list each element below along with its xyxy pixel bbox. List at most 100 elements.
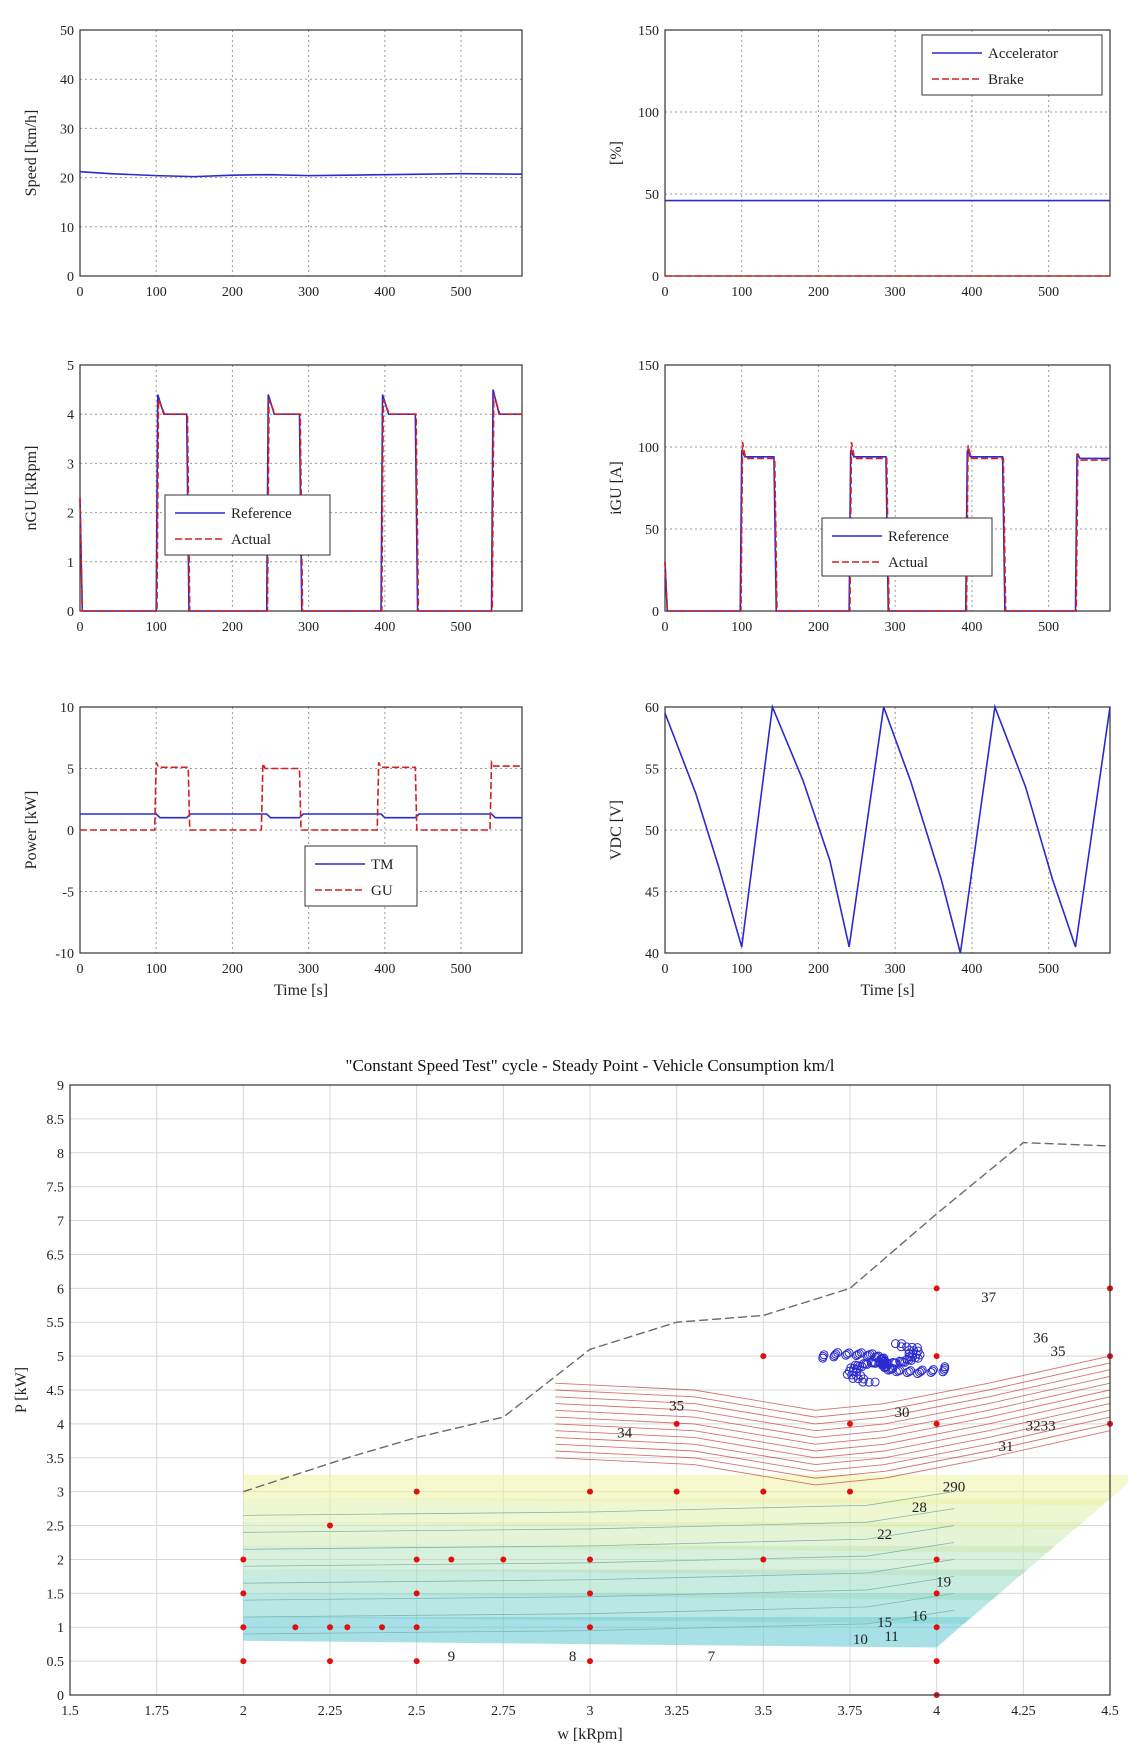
- contour-line: [555, 1396, 1111, 1452]
- y-tick-label: 0: [67, 605, 74, 620]
- panel-pedal: 0 100 200 300 400 500 0 50 100 150 [%] Accelerator B…: [608, 24, 1111, 300]
- legend-box: [304, 845, 418, 907]
- contour-label: 3233: [1026, 1419, 1056, 1435]
- operating-point: [904, 1367, 914, 1377]
- contour-label: 36: [1033, 1331, 1049, 1347]
- contour-line: [555, 1355, 1111, 1411]
- legend-entry: Actual: [888, 555, 928, 571]
- contour-line: [555, 1376, 1111, 1432]
- operating-point: [831, 1349, 841, 1359]
- contour-label: 28: [912, 1500, 927, 1516]
- axes-frame: [79, 29, 523, 277]
- y-tick-label: 40: [645, 947, 659, 962]
- x-axis-label: w [kRpm]: [557, 1726, 622, 1743]
- y-tick-label: 50: [645, 824, 659, 839]
- y-tick-label: 1.5: [47, 1587, 65, 1602]
- x-tick-label: 500: [451, 285, 472, 300]
- measurement-point: [933, 1420, 940, 1427]
- operating-point: [896, 1342, 906, 1352]
- contour-label: 15: [877, 1615, 892, 1631]
- contour-line: [555, 1403, 1111, 1459]
- x-tick-label: 3.5: [755, 1704, 773, 1719]
- contour-line: [243, 1525, 955, 1550]
- x-axis-label: Time [s]: [274, 982, 328, 999]
- measurement-point: [327, 1624, 333, 1631]
- measurement-point: [379, 1624, 385, 1631]
- operating-point: [891, 1367, 901, 1377]
- y-tick-label: 1: [57, 1621, 64, 1636]
- measurement-point: [327, 1522, 333, 1529]
- operating-point: [864, 1377, 874, 1387]
- y-tick-label: 55: [645, 763, 659, 778]
- contour-label: 34: [617, 1425, 633, 1441]
- operating-point: [927, 1366, 937, 1376]
- x-tick-label: 400: [374, 962, 395, 977]
- measurement-point: [344, 1624, 351, 1631]
- y-tick-label: 1: [67, 556, 74, 571]
- x-tick-label: 100: [731, 620, 752, 635]
- x-axis-label: Time [s]: [860, 982, 914, 999]
- y-tick-label: 5: [67, 359, 74, 374]
- contour-line: [243, 1542, 955, 1567]
- operating-point: [906, 1355, 916, 1365]
- y-axis-label: iGU [A]: [608, 461, 625, 515]
- contour-label: 37: [981, 1290, 997, 1306]
- y-tick-label: 150: [638, 24, 659, 39]
- x-tick-label: 0: [77, 620, 84, 635]
- y-tick-label: 0: [652, 270, 659, 285]
- contour-line: [555, 1430, 1111, 1486]
- operating-point: [928, 1365, 938, 1375]
- measurement-point: [847, 1420, 853, 1427]
- measurement-point: [292, 1624, 299, 1631]
- measurement-point: [413, 1590, 420, 1597]
- contour-line: [243, 1609, 955, 1635]
- y-tick-label: 8.5: [47, 1113, 65, 1128]
- measurement-point: [933, 1624, 940, 1631]
- x-tick-label: 200: [222, 285, 243, 300]
- x-tick-label: 3: [587, 1704, 594, 1719]
- panel-vdc: 0 100 200 300 400 500 40 45 50 55 60 VDC [V] Time [s…: [608, 701, 1111, 999]
- x-tick-label: 300: [298, 620, 319, 635]
- x-tick-label: 100: [146, 962, 167, 977]
- operating-point: [830, 1350, 840, 1360]
- y-tick-label: 5: [57, 1350, 64, 1365]
- chart-title: "Constant Speed Test" cycle - Steady Poi…: [346, 1056, 835, 1075]
- y-tick-label: 3: [57, 1486, 64, 1501]
- operating-point: [902, 1368, 912, 1378]
- contour-label: 7: [708, 1649, 716, 1665]
- x-tick-label: 3.25: [664, 1704, 689, 1719]
- y-tick-label: 45: [645, 886, 659, 901]
- y-tick-label: 0: [67, 270, 74, 285]
- x-tick-label: 2.25: [318, 1704, 343, 1719]
- x-tick-label: 0: [662, 285, 669, 300]
- contour-label: 10: [853, 1632, 868, 1648]
- y-tick-label: 4: [57, 1418, 64, 1433]
- measurement-point: [587, 1590, 593, 1597]
- y-tick-label: 0: [652, 605, 659, 620]
- contour-line: [243, 1508, 955, 1533]
- y-tick-label: 5.5: [47, 1316, 65, 1331]
- panel-power: 0 100 200 300 400 500 -10 -5 0 5 10 Power [kW] Time …: [23, 701, 523, 999]
- legend-entry: Reference: [888, 529, 949, 545]
- x-tick-label: 0: [77, 962, 84, 977]
- x-tick-label: 500: [1038, 285, 1059, 300]
- measurement-point: [500, 1556, 507, 1563]
- y-tick-label: 40: [60, 73, 74, 88]
- measurement-point: [413, 1658, 420, 1665]
- y-tick-label: 4: [67, 408, 74, 423]
- operating-point: [913, 1353, 923, 1363]
- x-tick-label: 200: [222, 962, 243, 977]
- x-tick-label: 300: [298, 962, 319, 977]
- y-tick-label: 10: [60, 221, 74, 236]
- measurement-point: [587, 1624, 593, 1631]
- contour-line: [243, 1491, 955, 1516]
- legend-entry: Actual: [231, 532, 271, 548]
- contour-band: [243, 1617, 972, 1648]
- measurement-point: [327, 1658, 333, 1665]
- x-tick-label: 500: [451, 962, 472, 977]
- x-tick-label: 300: [885, 285, 906, 300]
- legend: Accelerator Brake: [921, 34, 1103, 96]
- y-tick-label: 4.5: [47, 1384, 65, 1399]
- measurement-point: [448, 1556, 455, 1563]
